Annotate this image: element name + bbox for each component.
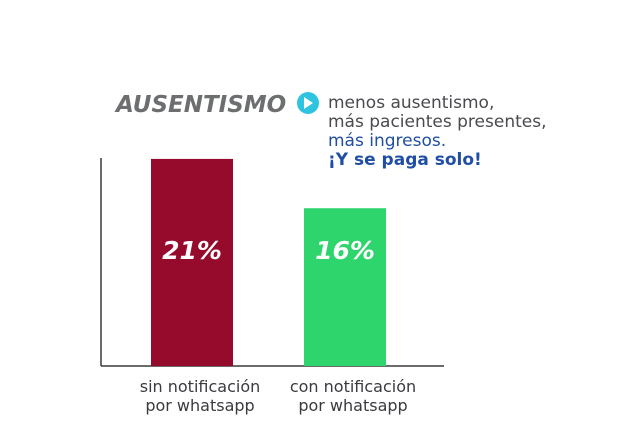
category-label-1-line-2: por whatsapp [145,396,254,415]
category-label-1-line-1: sin notificación [140,377,261,396]
bar-1 [151,158,233,366]
description-line-2: más pacientes presentes, [328,112,546,132]
bar-value-label-1: 21% [162,236,222,265]
description-line-1: menos ausentismo, [328,93,494,113]
category-label-2-line-1: con notificación [290,377,416,396]
description-line-3: más ingresos. [328,131,446,151]
description-line-4: ¡Y se paga solo! [328,150,482,170]
bars-group [151,158,386,366]
play-circle-icon [297,92,319,114]
category-label-2-line-2: por whatsapp [298,396,407,415]
bar-value-label-2: 16% [315,236,375,265]
chart-title: AUSENTISMO [114,92,286,118]
value-labels-group: 21% 16% [162,236,375,265]
bar-2 [304,208,386,366]
